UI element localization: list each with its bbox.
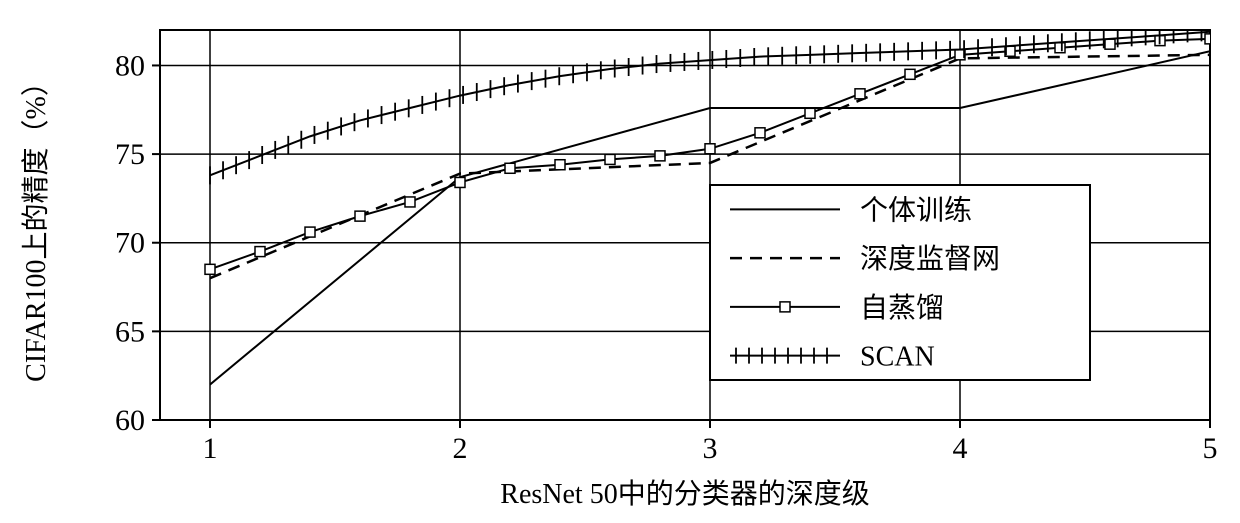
x-tick-label: 4 [953,432,968,465]
series-marker [755,128,765,138]
y-axis-label: CIFAR100上的精度（%） [20,68,52,382]
series-marker [555,160,565,170]
series-marker [455,177,465,187]
legend-label: SCAN [860,342,935,373]
series-marker [1105,39,1115,49]
chart-container: 1 2 3 4 5 60 65 70 75 80 ResNet 50中的分类器的深度级 CIFAR10… [0,0,1240,523]
y-tick-label: 75 [115,138,145,171]
x-tick-label: 5 [1203,432,1218,465]
series-marker [905,69,915,79]
series-marker [305,227,315,237]
series-marker [505,163,515,173]
series-marker [205,264,215,274]
y-tick-label: 65 [115,315,145,348]
x-tick-label: 2 [453,432,468,465]
series-marker [705,144,715,154]
series-marker [255,247,265,257]
series-marker [355,211,365,221]
legend-label: 自蒸馏 [860,292,944,324]
series-marker [655,151,665,161]
y-tick-label: 60 [115,404,145,437]
series-marker [405,197,415,207]
series-marker [805,108,815,118]
legend-label: 深度监督网 [860,243,1000,275]
y-tick-label: 80 [115,49,145,82]
series-marker [855,89,865,99]
series-marker [605,154,615,164]
x-axis-label: ResNet 50中的分类器的深度级 [500,478,869,510]
y-tick-label: 70 [115,227,145,260]
legend-label: 个体训练 [860,194,972,226]
x-tick-label: 1 [203,432,218,465]
x-tick-label: 3 [703,432,718,465]
line-chart: 1 2 3 4 5 60 65 70 75 80 ResNet 50中的分类器的深度级 CIFAR10… [0,0,1240,523]
series-marker [1055,43,1065,53]
